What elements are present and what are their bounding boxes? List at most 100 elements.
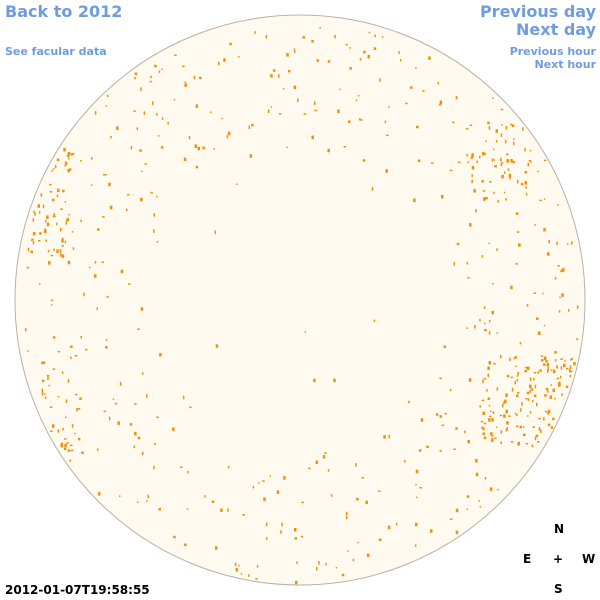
facula <box>108 416 111 421</box>
facula <box>120 269 124 274</box>
previous-day-link[interactable]: Previous day <box>479 2 596 21</box>
facula <box>226 134 229 139</box>
facula <box>356 497 359 501</box>
facula <box>570 370 573 373</box>
compass-north: N <box>554 522 565 536</box>
facula <box>68 213 70 216</box>
facula <box>42 204 45 209</box>
facula <box>182 395 185 400</box>
facula <box>227 465 230 469</box>
facula <box>183 157 187 162</box>
facula <box>481 399 485 402</box>
facula <box>543 324 546 327</box>
facula <box>96 448 99 451</box>
facular-link[interactable]: See facular data <box>5 45 107 58</box>
facula <box>47 249 50 253</box>
facula <box>70 153 74 156</box>
facula <box>109 205 113 210</box>
facula <box>505 393 508 397</box>
facula <box>530 388 534 391</box>
facula <box>416 125 419 129</box>
facula <box>161 68 163 70</box>
facula <box>83 292 85 297</box>
facula <box>493 363 496 365</box>
facula <box>40 193 43 197</box>
next-hour-link[interactable]: Next hour <box>534 58 597 71</box>
facula <box>524 147 526 152</box>
facula <box>33 210 35 214</box>
facula <box>64 161 68 166</box>
facula <box>495 140 498 143</box>
facula <box>189 406 192 409</box>
facula <box>518 441 520 446</box>
facula <box>213 148 215 150</box>
facula <box>103 174 106 176</box>
facula <box>516 231 520 233</box>
facula <box>57 350 61 353</box>
facula <box>69 168 72 171</box>
facula <box>563 363 566 368</box>
facula <box>484 477 487 480</box>
facula <box>471 179 473 184</box>
facula <box>544 394 547 397</box>
facula <box>359 118 361 121</box>
facula <box>561 393 563 396</box>
facula <box>485 140 487 142</box>
facula <box>467 440 470 444</box>
facula <box>500 108 504 111</box>
facula <box>467 161 469 163</box>
facula <box>525 398 528 400</box>
facula <box>316 59 319 62</box>
facula <box>74 355 78 357</box>
facula <box>67 168 70 173</box>
facula <box>522 127 524 131</box>
facula <box>456 242 460 246</box>
facula <box>383 435 386 439</box>
facula <box>504 399 507 404</box>
facula <box>527 398 530 401</box>
facula <box>491 438 494 442</box>
facula <box>85 348 88 351</box>
facula <box>134 403 137 405</box>
facula <box>537 441 540 443</box>
facula <box>467 277 470 279</box>
facula <box>355 99 358 102</box>
facula <box>105 339 108 341</box>
facula <box>60 442 64 447</box>
facula <box>263 497 266 501</box>
back-link[interactable]: Back to 2012 <box>5 2 123 21</box>
facula <box>79 397 82 400</box>
facula <box>481 255 484 258</box>
facula <box>302 36 305 39</box>
facula <box>467 440 470 442</box>
facula <box>541 359 544 362</box>
facula <box>482 190 486 192</box>
facula <box>89 266 91 269</box>
facula <box>161 117 164 120</box>
facula <box>54 215 56 218</box>
facula <box>159 353 162 357</box>
facula <box>117 421 120 425</box>
facula <box>137 328 140 330</box>
previous-hour-link[interactable]: Previous hour <box>509 45 596 58</box>
facula <box>413 198 416 203</box>
facula <box>573 361 576 366</box>
facula <box>428 56 431 60</box>
facula <box>240 573 243 575</box>
facula <box>195 104 199 108</box>
facula <box>278 113 282 115</box>
facula <box>520 182 524 186</box>
facula <box>214 230 216 234</box>
facula <box>105 346 108 349</box>
facula <box>458 161 461 163</box>
facula <box>532 399 534 403</box>
facula <box>415 469 419 474</box>
facula <box>487 121 490 125</box>
facula <box>488 404 491 407</box>
facula <box>97 492 101 496</box>
facula <box>242 514 245 516</box>
facula <box>43 229 47 233</box>
facula <box>566 367 569 370</box>
next-day-link[interactable]: Next day <box>516 20 596 39</box>
facula <box>529 377 532 381</box>
